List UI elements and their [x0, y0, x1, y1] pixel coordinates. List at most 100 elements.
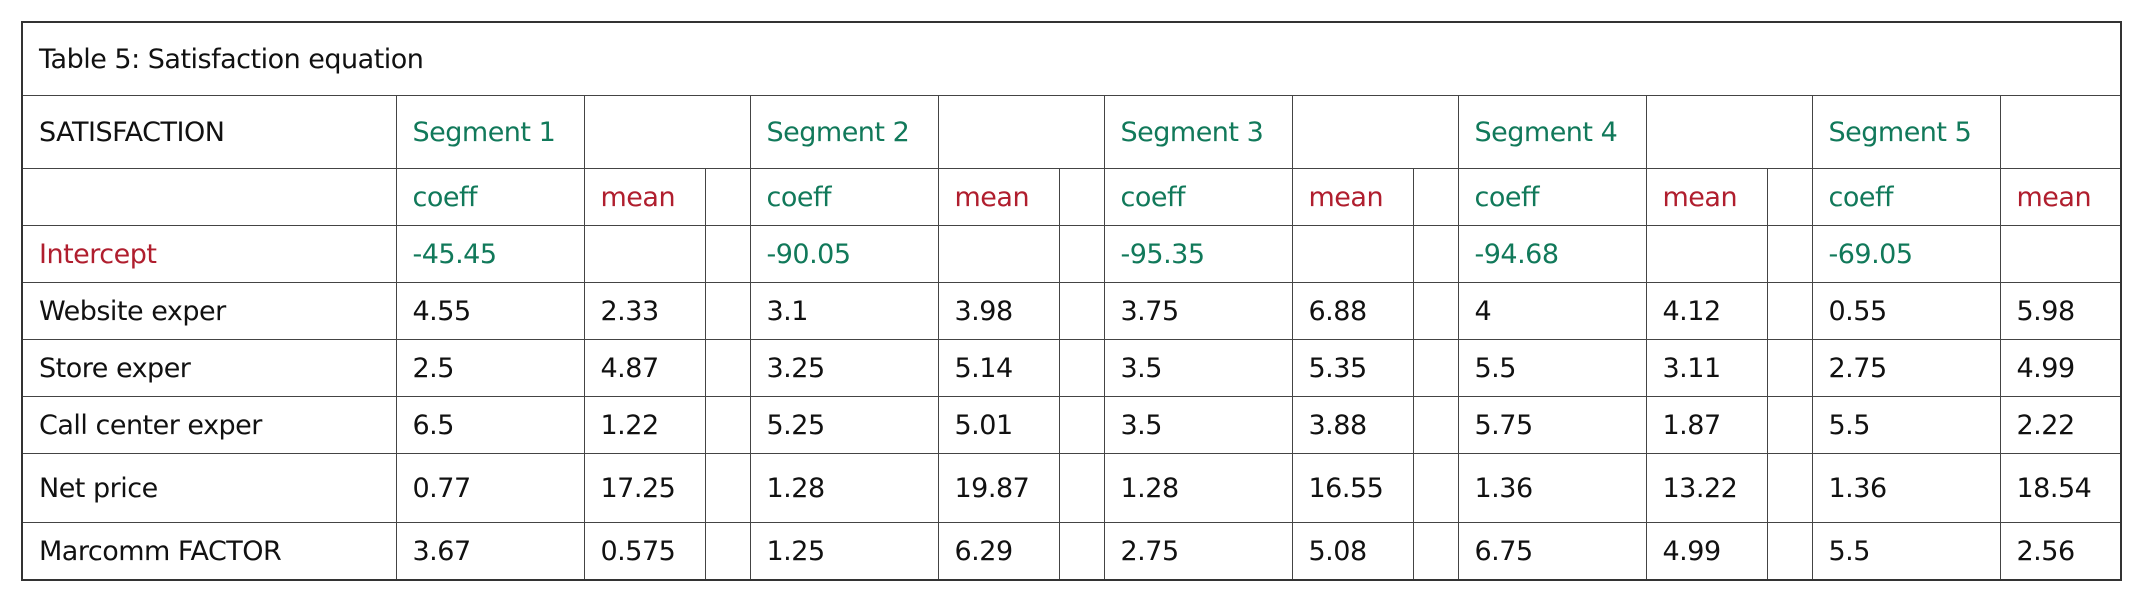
mean-header: mean: [937, 168, 1060, 226]
mean-value: 4.87: [583, 339, 706, 397]
table-title: Table 5: Satisfaction equation: [21, 21, 2122, 96]
mean-value: 19.87: [937, 453, 1060, 523]
coeff-value: 0.77: [395, 453, 585, 523]
segment-name: Segment 5: [1811, 95, 2001, 169]
spacer: [704, 339, 751, 397]
mean-value: 2.33: [583, 282, 706, 340]
empty-cell: [1999, 95, 2122, 169]
empty-cell: [937, 225, 1060, 283]
empty-cell: [583, 95, 751, 169]
mean-value: 18.54: [1999, 453, 2122, 523]
coeff-value: 1.36: [1457, 453, 1647, 523]
coeff-value: 3.5: [1103, 339, 1293, 397]
spacer: [704, 225, 751, 283]
mean-value: 2.56: [1999, 522, 2122, 581]
coeff-value: 1.28: [749, 453, 939, 523]
spacer: [1766, 522, 1813, 581]
spacer: [1412, 453, 1459, 523]
data-row: Call center exper 6.5 1.22 5.25 5.01 3.5 3.88 5…: [21, 396, 2122, 454]
row-label: Website exper: [21, 282, 397, 340]
spacer: [1766, 282, 1813, 340]
mean-value: 6.88: [1291, 282, 1414, 340]
mean-value: 3.88: [1291, 396, 1414, 454]
mean-value: 1.87: [1645, 396, 1768, 454]
coeff-value: -94.68: [1457, 225, 1647, 283]
satisfaction-table: Table 5: Satisfaction equation SATISFACTI…: [21, 21, 2123, 581]
spacer: [704, 282, 751, 340]
coeff-header: coeff: [1457, 168, 1647, 226]
mean-value: 13.22: [1645, 453, 1768, 523]
empty-cell: [937, 95, 1105, 169]
mean-value: 5.35: [1291, 339, 1414, 397]
spacer: [1058, 168, 1105, 226]
spacer: [1058, 282, 1105, 340]
coeff-value: 5.75: [1457, 396, 1647, 454]
coeff-value: 2.75: [1811, 339, 2001, 397]
empty-cell: [1999, 225, 2122, 283]
spacer: [1766, 453, 1813, 523]
coeff-value: 3.25: [749, 339, 939, 397]
spacer: [1412, 339, 1459, 397]
mean-value: 5.14: [937, 339, 1060, 397]
empty-cell: [1291, 225, 1414, 283]
mean-value: 5.08: [1291, 522, 1414, 581]
spacer: [1412, 282, 1459, 340]
spacer: [1058, 339, 1105, 397]
coeff-value: 5.5: [1457, 339, 1647, 397]
empty-cell: [1645, 95, 1813, 169]
coeff-header: coeff: [1811, 168, 2001, 226]
coeff-value: 2.75: [1103, 522, 1293, 581]
mean-value: 4.99: [1999, 339, 2122, 397]
spacer: [704, 522, 751, 581]
segment-name: Segment 2: [749, 95, 939, 169]
coeff-value: 3.1: [749, 282, 939, 340]
coeff-value: 3.75: [1103, 282, 1293, 340]
empty-cell: [583, 225, 706, 283]
row-label: Marcomm FACTOR: [21, 522, 397, 581]
mean-header: mean: [1999, 168, 2122, 226]
mean-value: 5.01: [937, 396, 1060, 454]
mean-value: 17.25: [583, 453, 706, 523]
coeff-header: coeff: [1103, 168, 1293, 226]
spacer: [704, 168, 751, 226]
spacer: [1412, 225, 1459, 283]
title-row: Table 5: Satisfaction equation: [21, 21, 2122, 96]
spacer: [1412, 522, 1459, 581]
coeff-value: -95.35: [1103, 225, 1293, 283]
spacer: [704, 396, 751, 454]
spacer: [1058, 225, 1105, 283]
mean-value: 1.22: [583, 396, 706, 454]
coeff-value: 1.28: [1103, 453, 1293, 523]
row-label: Intercept: [21, 225, 397, 283]
mean-value: 16.55: [1291, 453, 1414, 523]
coeff-value: 4.55: [395, 282, 585, 340]
spacer: [1058, 453, 1105, 523]
segment-name: Segment 3: [1103, 95, 1293, 169]
coeff-value: 2.5: [395, 339, 585, 397]
spacer: [1412, 168, 1459, 226]
header-row: SATISFACTION Segment 1 Segment 2 Segment 3 S…: [21, 95, 2122, 169]
spacer: [1766, 225, 1813, 283]
mean-value: 3.98: [937, 282, 1060, 340]
header-label: SATISFACTION: [21, 95, 397, 169]
data-row: Intercept -45.45 -90.05 -95.35 -94.68 -69.05: [21, 225, 2122, 283]
mean-value: 2.22: [1999, 396, 2122, 454]
coeff-value: -45.45: [395, 225, 585, 283]
mean-value: 4.99: [1645, 522, 1768, 581]
spacer: [704, 453, 751, 523]
coeff-value: -90.05: [749, 225, 939, 283]
empty-cell: [1645, 225, 1768, 283]
coeff-value: -69.05: [1811, 225, 2001, 283]
mean-header: mean: [583, 168, 706, 226]
mean-header: mean: [1291, 168, 1414, 226]
segment-name: Segment 1: [395, 95, 585, 169]
row-label: Store exper: [21, 339, 397, 397]
row-label: Call center exper: [21, 396, 397, 454]
segment-name: Segment 4: [1457, 95, 1647, 169]
coeff-value: 6.5: [395, 396, 585, 454]
empty-cell: [21, 168, 397, 226]
mean-value: 0.575: [583, 522, 706, 581]
spacer: [1766, 168, 1813, 226]
coeff-value: 0.55: [1811, 282, 2001, 340]
